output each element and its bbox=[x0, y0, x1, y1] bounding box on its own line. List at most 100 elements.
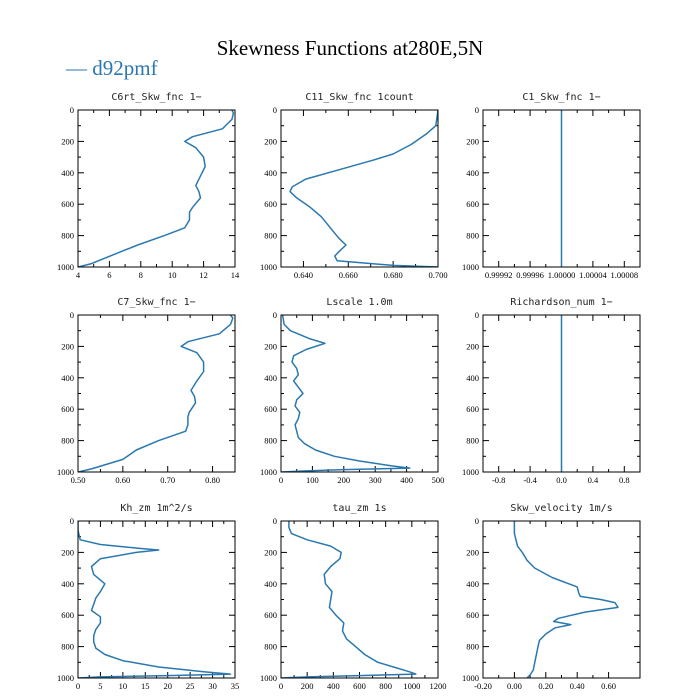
x-tick-label: 20 bbox=[163, 681, 172, 691]
x-tick-label: 100 bbox=[306, 475, 319, 485]
x-tick-label: 25 bbox=[186, 681, 195, 691]
y-tick-label: 200 bbox=[61, 136, 74, 146]
y-tick-label: 200 bbox=[466, 136, 479, 146]
plot-frame bbox=[280, 314, 439, 473]
y-tick-label: 600 bbox=[61, 199, 74, 209]
x-tick-label: 0.50 bbox=[71, 475, 86, 485]
y-tick-label: 800 bbox=[61, 436, 74, 446]
x-tick-label: 0.70 bbox=[160, 475, 175, 485]
y-tick-label: 0 bbox=[273, 310, 277, 320]
x-tick-label: 0 bbox=[76, 681, 80, 691]
y-tick-label: 800 bbox=[264, 642, 277, 652]
x-tick-label: 0.80 bbox=[205, 475, 220, 485]
x-tick-label: 200 bbox=[301, 681, 314, 691]
y-tick-label: 800 bbox=[61, 642, 74, 652]
y-tick-label: 200 bbox=[264, 341, 277, 351]
y-tick-label: 1000 bbox=[462, 467, 479, 477]
y-tick-label: 0 bbox=[70, 105, 74, 115]
x-tick-label: 1200 bbox=[430, 681, 447, 691]
y-tick-label: 1000 bbox=[260, 467, 277, 477]
y-tick-label: 0 bbox=[70, 516, 74, 526]
x-tick-label: 1000 bbox=[403, 681, 420, 691]
y-tick-label: 0 bbox=[70, 310, 74, 320]
chart-title: C11_Skw_fnc 1count bbox=[305, 92, 413, 103]
y-tick-label: 400 bbox=[466, 168, 479, 178]
y-tick-label: 200 bbox=[61, 341, 74, 351]
plot-frame bbox=[482, 314, 641, 473]
chart-title: Skw_velocity 1m/s bbox=[510, 503, 612, 514]
y-tick-label: 600 bbox=[264, 199, 277, 209]
y-tick-label: 1000 bbox=[260, 262, 277, 272]
series-line-d92pmf bbox=[281, 521, 417, 678]
x-tick-label: 1.00000 bbox=[548, 270, 576, 280]
y-tick-label: 0 bbox=[475, 310, 479, 320]
x-tick-label: 600 bbox=[353, 681, 366, 691]
chart-title: Kh_zm 1m^2/s bbox=[120, 503, 192, 514]
x-tick-label: 0 bbox=[279, 475, 283, 485]
chart-panel-3: C1_Skw_fnc 1− 0 200 400 600 800 1000 0.99992 0.9… bbox=[462, 92, 641, 280]
x-tick-label: 14 bbox=[231, 270, 240, 280]
y-tick-label: 0 bbox=[273, 516, 277, 526]
y-tick-label: 600 bbox=[61, 610, 74, 620]
x-tick-label: 500 bbox=[432, 475, 445, 485]
y-tick-label: 200 bbox=[264, 547, 277, 557]
y-tick-label: 1000 bbox=[57, 262, 74, 272]
y-tick-label: 600 bbox=[466, 199, 479, 209]
x-tick-label: 8 bbox=[139, 270, 143, 280]
series-line-d92pmf bbox=[289, 110, 438, 267]
y-tick-label: 600 bbox=[466, 610, 479, 620]
y-tick-label: 400 bbox=[264, 579, 277, 589]
y-tick-label: 600 bbox=[264, 404, 277, 414]
y-tick-label: 1000 bbox=[57, 673, 74, 683]
y-tick-label: 1000 bbox=[462, 673, 479, 683]
series-line-d92pmf bbox=[281, 315, 411, 472]
x-tick-label: 0.4 bbox=[588, 475, 599, 485]
plot-frame bbox=[77, 520, 236, 679]
x-tick-label: 0.640 bbox=[294, 270, 313, 280]
x-tick-label: 0.680 bbox=[384, 270, 403, 280]
y-tick-label: 600 bbox=[466, 404, 479, 414]
x-tick-label: -0.4 bbox=[523, 475, 537, 485]
x-tick-label: 5 bbox=[98, 681, 102, 691]
chart-title: Richardson_num 1− bbox=[510, 297, 612, 308]
x-tick-label: 0.00 bbox=[507, 681, 522, 691]
chart-title: C6rt_Skw_fnc 1− bbox=[111, 92, 201, 103]
x-tick-label: 10 bbox=[119, 681, 128, 691]
x-tick-label: 1.00008 bbox=[610, 270, 638, 280]
chart-title: tau_zm 1s bbox=[332, 503, 386, 514]
y-tick-label: 0 bbox=[475, 516, 479, 526]
y-tick-label: 400 bbox=[466, 373, 479, 383]
x-tick-label: -0.20 bbox=[474, 681, 492, 691]
x-tick-label: 10 bbox=[168, 270, 177, 280]
x-tick-label: 0.660 bbox=[339, 270, 358, 280]
x-tick-label: 0 bbox=[279, 681, 283, 691]
plot-frame bbox=[482, 109, 641, 268]
y-tick-label: 400 bbox=[264, 373, 277, 383]
y-tick-label: 800 bbox=[466, 231, 479, 241]
y-tick-label: 400 bbox=[61, 168, 74, 178]
x-tick-label: 400 bbox=[400, 475, 413, 485]
y-tick-label: 400 bbox=[61, 373, 74, 383]
x-tick-label: 0.60 bbox=[115, 475, 130, 485]
y-tick-label: 800 bbox=[466, 642, 479, 652]
x-tick-label: 200 bbox=[337, 475, 350, 485]
chart-title: C7_Skw_fnc 1− bbox=[117, 297, 195, 308]
y-tick-label: 400 bbox=[466, 579, 479, 589]
y-tick-label: 1000 bbox=[462, 262, 479, 272]
x-tick-label: 0.20 bbox=[538, 681, 553, 691]
x-tick-label: 15 bbox=[141, 681, 150, 691]
y-tick-label: 800 bbox=[61, 231, 74, 241]
x-tick-label: 35 bbox=[231, 681, 240, 691]
y-tick-label: 200 bbox=[61, 547, 74, 557]
x-tick-label: -0.8 bbox=[492, 475, 505, 485]
figure-title: Skewness Functions at280E,5N bbox=[216, 36, 484, 60]
y-tick-label: 0 bbox=[475, 105, 479, 115]
y-tick-label: 200 bbox=[264, 136, 277, 146]
legend-entry: — d92pmf bbox=[66, 56, 158, 80]
series-line-d92pmf bbox=[78, 521, 232, 678]
x-tick-label: 12 bbox=[199, 270, 208, 280]
